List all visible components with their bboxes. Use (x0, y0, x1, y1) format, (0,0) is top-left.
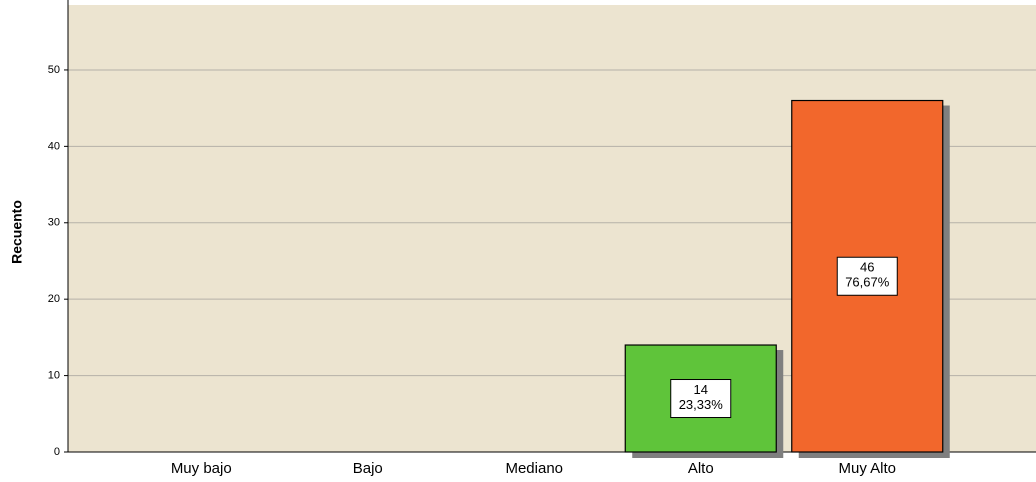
x-tick-label: Muy bajo (171, 460, 232, 477)
y-axis-label: Recuento (9, 200, 25, 264)
data-label: 46 (860, 260, 874, 275)
y-tick-label: 40 (48, 140, 60, 152)
data-label-box (836, 256, 898, 296)
x-tick-label: Mediano (505, 460, 563, 477)
data-label: 14 (694, 382, 708, 397)
data-label-box (670, 379, 732, 419)
y-tick-label: 50 (48, 64, 60, 76)
data-label-percent: 76,67% (845, 275, 890, 290)
y-tick-label: 0 (54, 446, 60, 458)
y-tick-label: 20 (48, 293, 60, 305)
x-tick-label: Bajo (353, 460, 383, 477)
data-label-percent: 23,33% (679, 397, 724, 412)
x-tick-label: Alto (688, 460, 714, 477)
y-tick-label: 30 (48, 217, 60, 229)
y-tick-label: 10 (48, 369, 60, 381)
x-tick-label: Muy Alto (838, 460, 896, 477)
